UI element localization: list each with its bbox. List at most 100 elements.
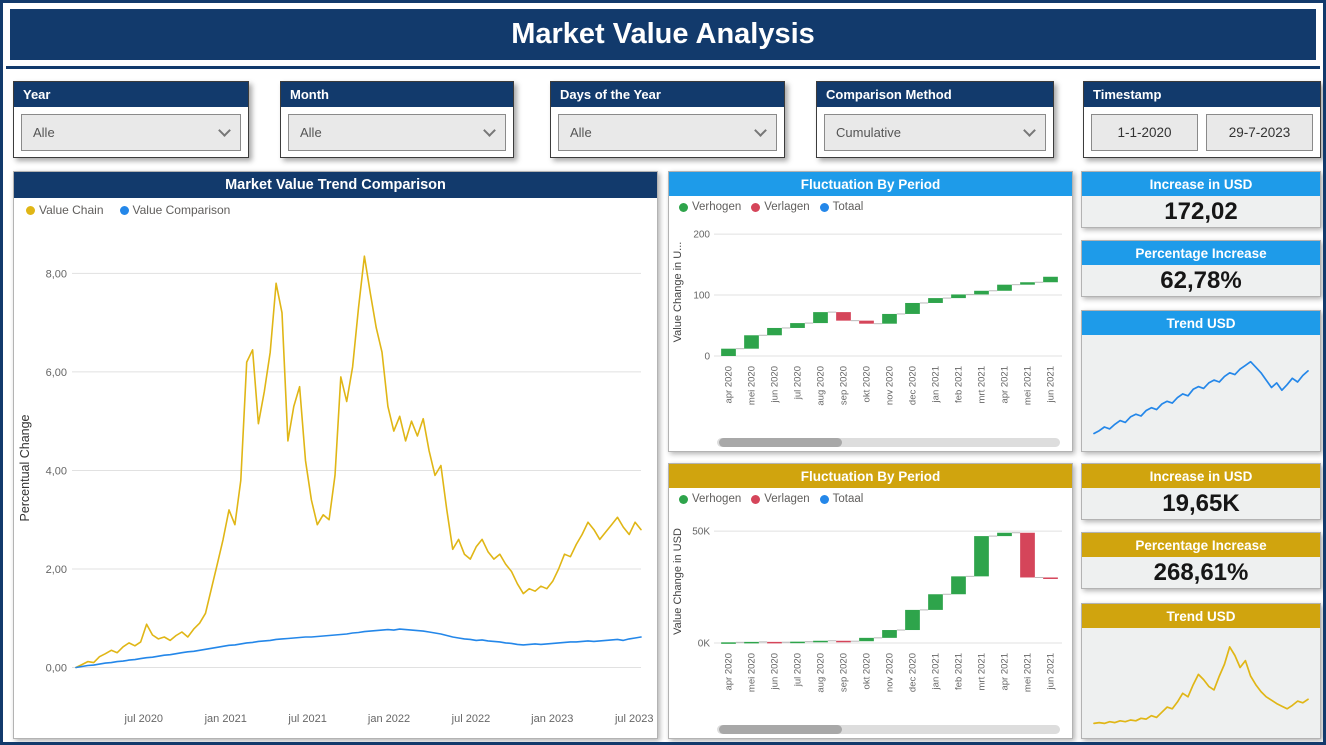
legend-item-value-comparison[interactable]: Value Comparison xyxy=(119,203,231,217)
year-dropdown[interactable]: Alle xyxy=(21,114,241,151)
legend-item-verlagen[interactable]: Verlagen xyxy=(751,493,810,505)
slicer-timestamp: Timestamp 1-1-2020 29-7-2023 xyxy=(1083,81,1321,158)
svg-text:200: 200 xyxy=(693,230,710,241)
svg-text:2,00: 2,00 xyxy=(46,564,67,576)
fluctuation-bottom-title-bar: Fluctuation By Period xyxy=(669,464,1072,488)
trend-chart-title: Market Value Trend Comparison xyxy=(225,177,446,193)
legend-item-verhogen[interactable]: Verhogen xyxy=(679,493,741,505)
svg-text:6,00: 6,00 xyxy=(46,367,67,379)
scrollbar-track[interactable] xyxy=(717,438,1060,447)
scrollbar-track[interactable] xyxy=(717,725,1060,734)
svg-text:nov 2020: nov 2020 xyxy=(885,653,896,692)
month-dropdown[interactable]: Alle xyxy=(288,114,506,151)
slicer-timestamp-label: Timestamp xyxy=(1093,87,1162,102)
svg-text:apr 2021: apr 2021 xyxy=(1000,653,1011,691)
kpi-card-increase-usd-blue: Increase in USD 172,02 xyxy=(1081,171,1321,228)
svg-text:aug 2020: aug 2020 xyxy=(816,653,827,693)
legend-item-totaal[interactable]: Totaal xyxy=(819,201,864,213)
chevron-down-icon xyxy=(218,123,231,137)
slicer-days-of-year: Days of the Year Alle xyxy=(550,81,785,158)
comparison-method-dropdown[interactable]: Cumulative xyxy=(824,114,1046,151)
legend-label: Totaal xyxy=(832,493,864,505)
slicer-year-label: Year xyxy=(23,87,51,102)
legend-item-verhogen[interactable]: Verhogen xyxy=(679,201,741,213)
header-title-bar: Market Value Analysis xyxy=(10,9,1316,60)
kpi-value: 172,02 xyxy=(1082,196,1320,227)
legend-dot xyxy=(819,494,829,504)
timestamp-end-value[interactable]: 29-7-2023 xyxy=(1206,114,1313,151)
days-dropdown[interactable]: Alle xyxy=(558,114,777,151)
svg-text:jul 2020: jul 2020 xyxy=(124,713,164,725)
svg-text:50K: 50K xyxy=(692,527,710,538)
slicer-days-label: Days of the Year xyxy=(560,87,661,102)
trend-usd-blue-sparkline[interactable] xyxy=(1082,335,1320,451)
legend-item-verlagen[interactable]: Verlagen xyxy=(751,201,810,213)
trend-card-usd-gold: Trend USD xyxy=(1081,603,1321,739)
trend-card-title-bar: Trend USD xyxy=(1082,604,1320,628)
svg-text:100: 100 xyxy=(693,291,710,302)
month-dropdown-value: Alle xyxy=(300,125,322,140)
fluctuation-top-legend: Verhogen Verlagen Totaal xyxy=(669,196,1072,218)
svg-text:8,00: 8,00 xyxy=(46,268,67,280)
chevron-down-icon xyxy=(754,123,767,137)
svg-text:dec 2020: dec 2020 xyxy=(908,366,919,405)
svg-text:feb 2021: feb 2021 xyxy=(954,366,965,403)
legend-label: Totaal xyxy=(832,201,864,213)
chart-card-fluctuation-top: Fluctuation By Period Verhogen Verlagen … xyxy=(668,171,1073,452)
legend-label: Verhogen xyxy=(692,201,742,213)
legend-dot xyxy=(26,205,35,215)
svg-text:nov 2020: nov 2020 xyxy=(885,366,896,405)
trend-card-title: Trend USD xyxy=(1166,315,1236,331)
svg-text:Value Change in USD: Value Change in USD xyxy=(672,528,684,635)
slicer-month-label: Month xyxy=(290,87,329,102)
slicer-comparison-header: Comparison Method xyxy=(817,82,1053,107)
legend-item-value-chain[interactable]: Value Chain xyxy=(26,203,104,217)
chart-card-trend-comparison: Market Value Trend Comparison Value Chai… xyxy=(13,171,658,739)
svg-text:mei 2020: mei 2020 xyxy=(747,653,758,692)
svg-text:mei 2021: mei 2021 xyxy=(1023,366,1034,405)
scrollbar-thumb[interactable] xyxy=(719,725,843,734)
kpi-title-bar: Percentage Increase xyxy=(1082,533,1320,557)
chevron-down-icon xyxy=(483,123,496,137)
fluctuation-top-chart[interactable]: 0 100 200 Value Change in U... apr 2020 mei 2… xyxy=(669,218,1072,436)
timestamp-start-value[interactable]: 1-1-2020 xyxy=(1091,114,1198,151)
trend-legend: Value Chain Value Comparison xyxy=(14,198,657,222)
kpi-value: 19,65K xyxy=(1082,488,1320,519)
legend-label: Value Chain xyxy=(39,203,104,217)
svg-text:jun 2020: jun 2020 xyxy=(770,366,781,403)
slicer-month-header: Month xyxy=(281,82,513,107)
svg-text:aug 2020: aug 2020 xyxy=(816,366,827,406)
trend-card-title: Trend USD xyxy=(1166,608,1236,624)
kpi-title-bar: Increase in USD xyxy=(1082,464,1320,488)
trend-usd-gold-sparkline[interactable] xyxy=(1082,628,1320,738)
legend-item-totaal[interactable]: Totaal xyxy=(819,493,864,505)
svg-text:mei 2021: mei 2021 xyxy=(1023,653,1034,692)
scrollbar-thumb[interactable] xyxy=(719,438,843,447)
trend-comparison-chart[interactable]: 0,00 2,00 4,00 6,00 8,00 jul 2020 jan 2021 jul … xyxy=(14,222,657,738)
svg-text:0K: 0K xyxy=(698,639,711,650)
svg-text:jul 2021: jul 2021 xyxy=(287,713,327,725)
page-title: Market Value Analysis xyxy=(511,18,815,50)
svg-text:okt 2020: okt 2020 xyxy=(862,653,873,689)
svg-text:apr 2021: apr 2021 xyxy=(1000,366,1011,404)
svg-text:jul 2022: jul 2022 xyxy=(451,713,491,725)
svg-text:mei 2020: mei 2020 xyxy=(747,366,758,405)
svg-text:jan 2021: jan 2021 xyxy=(931,366,942,403)
slicer-year-header: Year xyxy=(14,82,248,107)
kpi-title: Percentage Increase xyxy=(1135,537,1267,553)
fluctuation-bottom-legend: Verhogen Verlagen Totaal xyxy=(669,488,1072,510)
svg-text:0: 0 xyxy=(704,352,710,363)
legend-dot xyxy=(119,205,129,215)
legend-label: Value Comparison xyxy=(132,203,231,217)
svg-text:jan 2021: jan 2021 xyxy=(204,713,247,725)
trend-chart-title-bar: Market Value Trend Comparison xyxy=(14,172,657,198)
kpi-title: Increase in USD xyxy=(1149,176,1253,192)
svg-text:sep 2020: sep 2020 xyxy=(839,366,850,405)
kpi-value: 268,61% xyxy=(1082,557,1320,588)
slicer-timestamp-header: Timestamp xyxy=(1084,82,1320,107)
svg-text:jan 2022: jan 2022 xyxy=(367,713,410,725)
fluctuation-bottom-chart[interactable]: 0K 50K Value Change in USD apr 2020 mei 2020… xyxy=(669,510,1072,723)
svg-text:0,00: 0,00 xyxy=(46,663,67,675)
slicer-comparison-label: Comparison Method xyxy=(826,87,952,102)
